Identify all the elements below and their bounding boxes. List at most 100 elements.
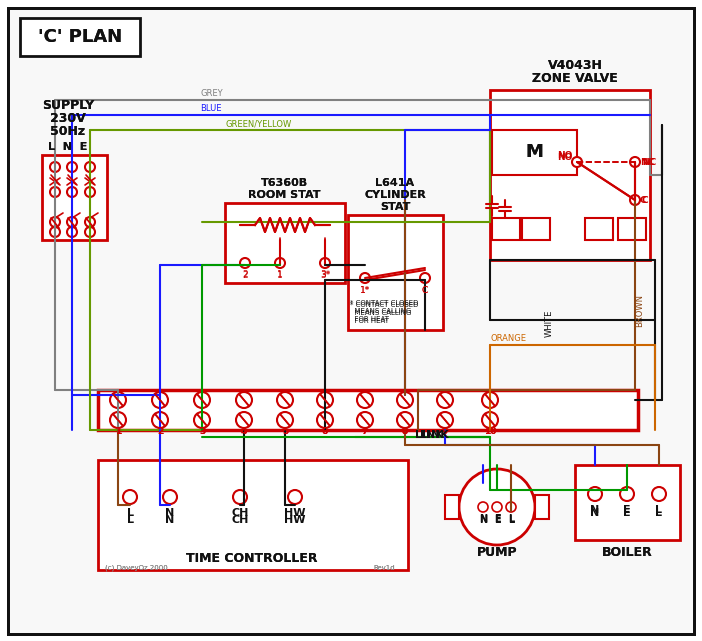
Circle shape [152, 392, 168, 408]
Text: PUMP: PUMP [477, 547, 517, 560]
Circle shape [277, 392, 293, 408]
Circle shape [317, 412, 333, 428]
Circle shape [360, 273, 370, 283]
Text: HW: HW [284, 508, 306, 518]
Circle shape [482, 412, 498, 428]
Circle shape [236, 412, 252, 428]
Text: L: L [126, 508, 133, 518]
Circle shape [479, 461, 487, 469]
Circle shape [459, 469, 535, 545]
Text: C: C [422, 285, 428, 294]
Circle shape [620, 491, 634, 505]
Circle shape [572, 157, 582, 167]
Text: N: N [479, 514, 487, 524]
FancyBboxPatch shape [348, 215, 443, 330]
Circle shape [478, 502, 488, 512]
Text: 2: 2 [242, 269, 248, 278]
Circle shape [85, 227, 95, 237]
Circle shape [240, 258, 250, 268]
Text: CYLINDER: CYLINDER [364, 190, 426, 200]
Text: C: C [422, 285, 428, 294]
Circle shape [85, 160, 95, 170]
FancyBboxPatch shape [98, 390, 638, 430]
Circle shape [67, 227, 77, 237]
Text: N: N [479, 515, 487, 525]
Circle shape [152, 412, 168, 428]
Circle shape [233, 490, 247, 504]
Circle shape [152, 392, 168, 408]
Text: Rev1d: Rev1d [373, 565, 395, 571]
Circle shape [67, 162, 77, 172]
Text: 3*: 3* [320, 269, 330, 278]
Text: TIME CONTROLLER: TIME CONTROLLER [186, 551, 318, 565]
Text: T6360B: T6360B [260, 178, 307, 188]
Text: L: L [126, 515, 133, 525]
Circle shape [277, 412, 293, 428]
Text: CH: CH [232, 515, 249, 525]
Circle shape [67, 160, 77, 170]
Text: E: E [623, 508, 631, 518]
Text: L641A: L641A [376, 178, 415, 188]
Text: L: L [656, 505, 663, 515]
Text: CYLINDER: CYLINDER [364, 190, 426, 200]
Circle shape [459, 469, 535, 545]
Circle shape [67, 213, 77, 223]
Text: ROOM STAT: ROOM STAT [248, 190, 320, 200]
FancyBboxPatch shape [492, 130, 577, 175]
Text: 2: 2 [242, 271, 248, 279]
Circle shape [320, 260, 330, 270]
Circle shape [437, 392, 453, 408]
Text: CH: CH [232, 508, 249, 518]
Text: LINK: LINK [415, 430, 444, 440]
Text: L: L [508, 514, 514, 524]
Text: 4: 4 [241, 428, 247, 437]
Text: L: L [656, 508, 663, 518]
Text: M: M [525, 143, 543, 161]
FancyBboxPatch shape [535, 495, 549, 519]
Circle shape [482, 392, 498, 408]
Circle shape [492, 502, 502, 512]
Text: 1*: 1* [360, 285, 370, 294]
Circle shape [123, 498, 137, 512]
Circle shape [85, 187, 95, 197]
Text: V4043H: V4043H [548, 58, 602, 72]
FancyBboxPatch shape [98, 460, 408, 570]
Circle shape [317, 412, 333, 428]
Text: 2: 2 [157, 428, 163, 437]
Text: 7: 7 [362, 428, 368, 437]
Circle shape [572, 157, 582, 167]
Text: T6360B: T6360B [260, 178, 307, 188]
Circle shape [492, 502, 502, 512]
Circle shape [163, 498, 177, 512]
FancyBboxPatch shape [575, 465, 680, 540]
Text: V4043H: V4043H [548, 58, 602, 72]
Text: NO: NO [557, 153, 572, 162]
Circle shape [397, 412, 413, 428]
Text: 9: 9 [442, 428, 448, 437]
Text: L  N  E: L N E [48, 142, 88, 152]
FancyBboxPatch shape [490, 90, 650, 260]
Text: MEANS CALLING: MEANS CALLING [350, 310, 411, 316]
Circle shape [317, 392, 333, 408]
FancyBboxPatch shape [627, 215, 657, 237]
Text: E: E [494, 514, 501, 524]
Circle shape [420, 275, 430, 285]
Circle shape [288, 498, 302, 512]
Text: 9: 9 [442, 428, 448, 437]
Text: E: E [494, 515, 501, 525]
Circle shape [317, 392, 333, 408]
Circle shape [50, 227, 60, 237]
Text: C: C [640, 196, 647, 204]
Text: STAT: STAT [380, 202, 410, 212]
Circle shape [320, 258, 330, 268]
Circle shape [357, 412, 373, 428]
Circle shape [357, 412, 373, 428]
FancyBboxPatch shape [42, 155, 107, 240]
Text: FOR HEAT: FOR HEAT [350, 318, 389, 324]
Circle shape [236, 412, 252, 428]
Text: STAT: STAT [380, 202, 410, 212]
Text: MEANS CALLING: MEANS CALLING [350, 308, 411, 314]
Circle shape [360, 275, 370, 285]
Circle shape [652, 487, 666, 501]
Text: 3*: 3* [320, 271, 330, 279]
